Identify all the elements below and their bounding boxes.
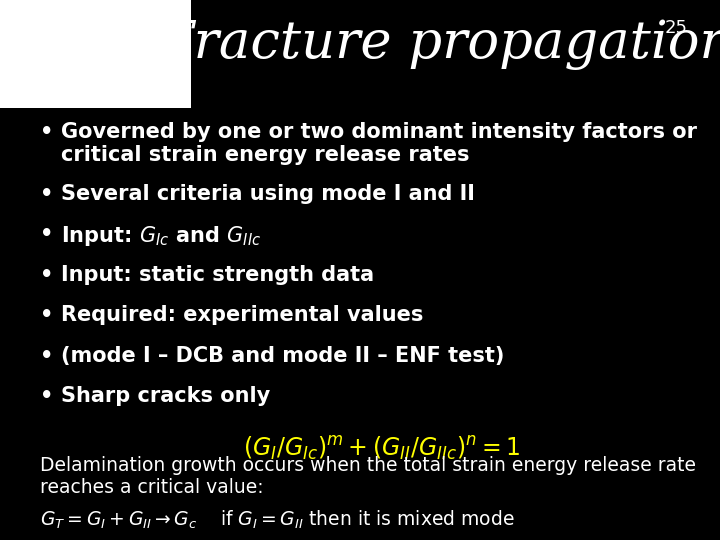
Polygon shape [17, 5, 77, 98]
Text: $G_T = G_I + G_{II} \rightarrow G_c$    if $G_I = G_{II}$ then it is mixed mode: $G_T = G_I + G_{II} \rightarrow G_c$ if … [40, 509, 514, 531]
Text: •: • [40, 265, 53, 285]
Text: •: • [40, 386, 53, 406]
Text: The
University
Of
Sheffield.: The University Of Sheffield. [95, 22, 148, 67]
Text: Fracture propagation: Fracture propagation [158, 19, 720, 70]
Text: ♛: ♛ [41, 16, 53, 29]
Text: Delamination growth occurs when the total strain energy release rate
reaches a c: Delamination growth occurs when the tota… [40, 456, 696, 497]
Text: Required: experimental values: Required: experimental values [61, 305, 423, 325]
Text: (mode I – DCB and mode II – ENF test): (mode I – DCB and mode II – ENF test) [61, 346, 505, 366]
Text: •: • [40, 122, 53, 141]
Text: 25: 25 [665, 19, 688, 37]
Text: •: • [40, 224, 53, 244]
Text: $(G_I/G_{Ic})^m + (G_{II}/G_{IIc})^n = 1$: $(G_I/G_{Ic})^m + (G_{II}/G_{IIc})^n = 1… [243, 435, 521, 463]
Text: •: • [40, 346, 53, 366]
Text: •: • [40, 184, 53, 204]
Text: Input: $G_{Ic}$ and $G_{IIc}$: Input: $G_{Ic}$ and $G_{IIc}$ [61, 224, 261, 248]
FancyBboxPatch shape [12, 83, 82, 100]
Text: •: • [40, 305, 53, 325]
FancyBboxPatch shape [17, 43, 77, 60]
Text: Sharp cracks only: Sharp cracks only [61, 386, 271, 406]
Text: Governed by one or two dominant intensity factors or
critical strain energy rele: Governed by one or two dominant intensit… [61, 122, 697, 165]
Text: Input: static strength data: Input: static strength data [61, 265, 374, 285]
Text: Several criteria using mode I and II: Several criteria using mode I and II [61, 184, 475, 204]
